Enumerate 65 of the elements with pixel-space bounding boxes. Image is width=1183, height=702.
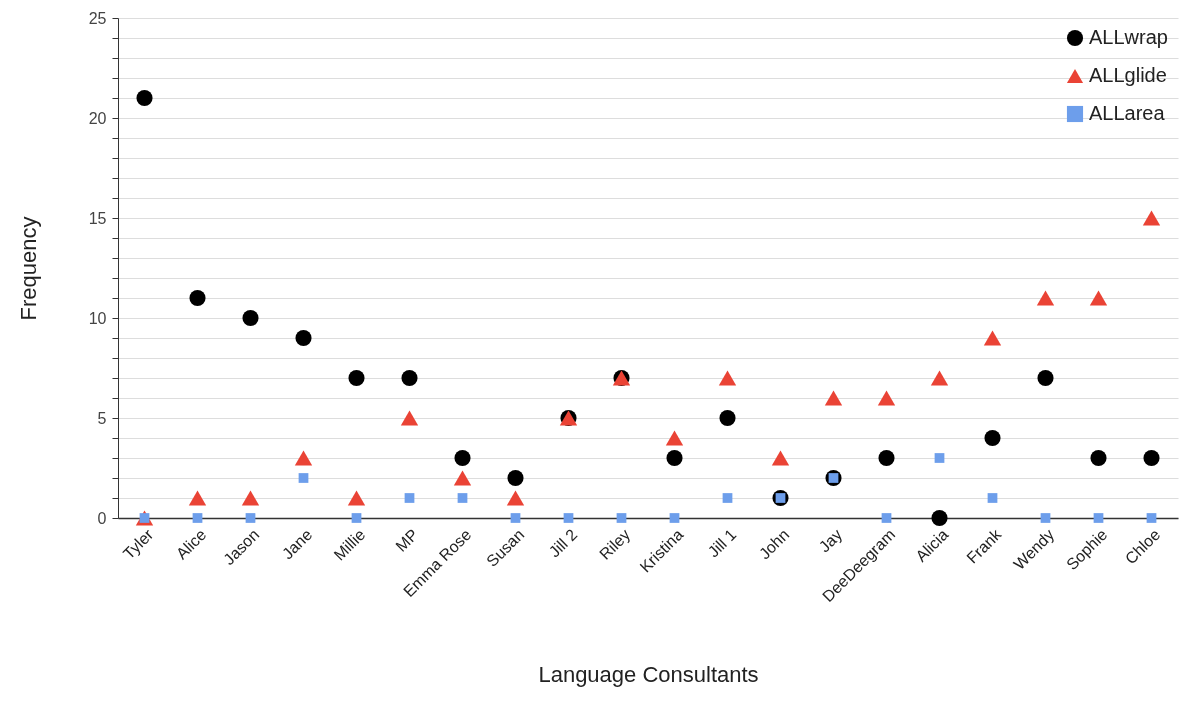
point [241,490,260,506]
point [669,513,680,523]
point [771,450,790,466]
x-tick-label: Tyler [119,525,157,563]
point [1093,513,1104,523]
point [666,449,683,467]
point [931,509,948,527]
x-tick-label: Jill 2 [545,525,581,561]
point [510,513,521,523]
point [454,449,471,467]
point [1143,449,1160,467]
point [453,470,472,486]
point [298,473,309,483]
point [348,369,365,387]
point [507,469,524,487]
point [400,410,419,426]
point [1037,369,1054,387]
legend-label: ALLarea [1089,102,1166,124]
point [934,453,945,463]
point [930,370,949,386]
point [189,289,206,307]
point [616,513,627,523]
y-tick-label: 25 [88,9,107,27]
point [347,490,366,506]
x-tick-label: MP [392,525,422,555]
point [1142,210,1161,226]
point [457,493,468,503]
point [242,309,259,327]
point [136,89,153,107]
point [295,329,312,347]
point [1090,449,1107,467]
y-tick-label: 20 [88,109,107,127]
point [719,409,736,427]
y-tick-label: 5 [97,409,107,427]
point [401,369,418,387]
point [1089,290,1108,306]
point [563,513,574,523]
point [1146,513,1157,523]
point [718,370,737,386]
y-tick-label: 0 [97,509,107,527]
point [294,450,313,466]
point [192,513,203,523]
point [878,449,895,467]
point [984,429,1001,447]
point [351,513,362,523]
y-axis-title: Frequency [15,216,41,321]
y-tick-label: 15 [88,209,107,227]
point [245,513,256,523]
point [722,493,733,503]
y-tick-label: 10 [88,309,107,327]
point [404,493,415,503]
point [1036,290,1055,306]
point [881,513,892,523]
point [983,330,1002,346]
legend-label: ALLglide [1089,64,1167,86]
x-tick-label: Jill 1 [704,525,740,561]
point [1040,513,1051,523]
point [665,430,684,446]
point [506,490,525,506]
x-axis-title: Language Consultants [538,662,759,688]
legend-label: ALLwrap [1089,26,1168,48]
point [188,490,207,506]
point [877,390,896,406]
point [824,390,843,406]
point [987,493,998,503]
